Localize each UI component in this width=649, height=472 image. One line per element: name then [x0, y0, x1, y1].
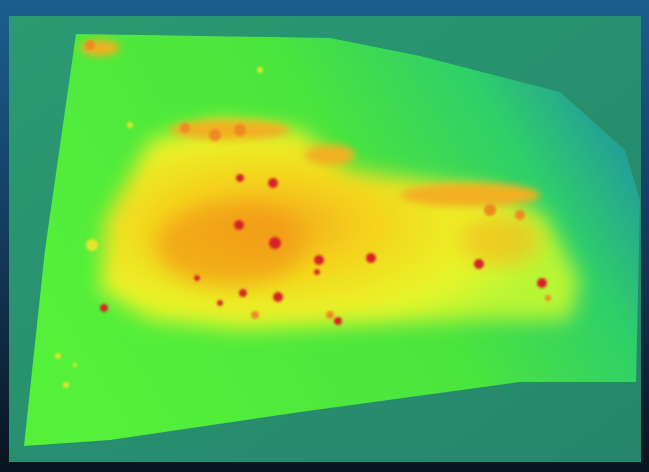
peak-region	[155, 205, 305, 285]
point-cloud-view	[0, 0, 649, 472]
page: (() => { const data = JSON.parse(documen…	[0, 0, 649, 472]
peak-region	[460, 215, 540, 265]
